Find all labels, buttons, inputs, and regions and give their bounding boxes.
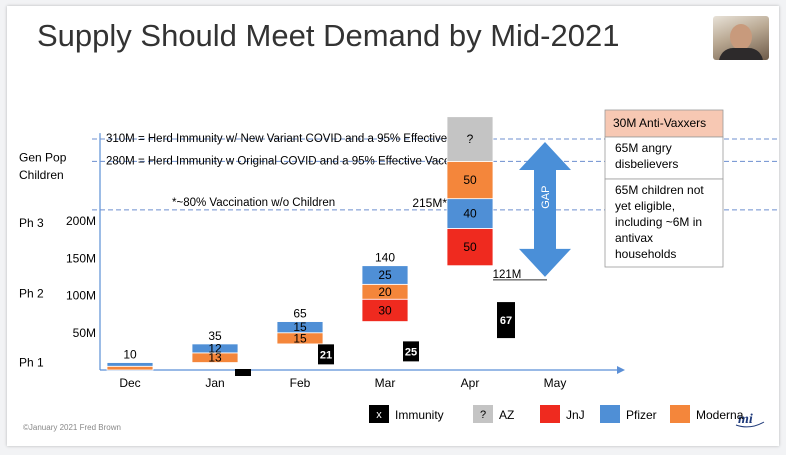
side-label-ph-2: Ph 2 — [19, 286, 44, 300]
legend-label-immunity: Immunity — [395, 408, 444, 422]
y-tick-label-100: 100M — [66, 289, 96, 303]
x-tick-label-jan: Jan — [205, 376, 224, 390]
immunity-label-mar: 25 — [405, 346, 417, 358]
gap-arrow — [519, 142, 571, 277]
reference-label-310: 310M = Herd Immunity w/ New Variant COVI… — [106, 133, 490, 145]
side-label-ph-1: Ph 1 — [19, 356, 44, 370]
reference-label-280: 280M = Herd Immunity w Original COVID an… — [106, 155, 465, 167]
side-box-2 — [604, 136, 724, 180]
bar-mar-pfizer — [361, 265, 409, 285]
immunity-box-feb — [318, 344, 334, 365]
bar-label-mar-pfizer: 25 — [378, 268, 392, 282]
legend-label-pfizer: Pfizer — [626, 408, 657, 422]
side-box-line: 65M children not — [615, 183, 704, 197]
bar-label-mar-jnj: 30 — [378, 303, 392, 317]
x-axis-arrowhead — [617, 366, 625, 374]
immunity-label-feb: 21 — [320, 349, 332, 361]
legend-label-jnj: JnJ — [566, 408, 585, 422]
side-box-1 — [604, 109, 724, 138]
bar-total-apr: 215M* — [412, 196, 447, 210]
x-tick-label-dec: Dec — [119, 376, 140, 390]
gap-label: GAP — [540, 186, 552, 209]
side-box-text-2: 65M angry disbelievers — [615, 141, 678, 171]
mi-logo: mi — [735, 412, 765, 428]
bar-total-jan: 35 — [208, 329, 222, 343]
legend-swatch-jnj — [540, 405, 560, 423]
bar-apr-moderna — [446, 160, 494, 200]
y-tick-label-200: 200M — [66, 214, 96, 228]
side-box-line: antivax — [615, 231, 653, 245]
legend-label-moderna: Moderna — [696, 408, 744, 422]
bar-label-apr-pfizer: 40 — [463, 207, 477, 221]
presenter-shoulders — [719, 48, 763, 60]
side-box-3 — [604, 178, 724, 268]
y-tick-label-150: 150M — [66, 251, 96, 265]
bar-total-feb: 65 — [293, 307, 307, 321]
bar-label-apr-az: ? — [467, 132, 474, 146]
bar-apr-pfizer — [446, 198, 494, 229]
x-tick-label-may: May — [544, 376, 567, 390]
y-tick-label-50: 50M — [73, 326, 96, 340]
webcam-thumbnail — [713, 16, 769, 60]
side-label-ph-3: Ph 3 — [19, 216, 44, 230]
marker-121-label: 121M — [493, 269, 522, 281]
bar-label-feb-moderna: 15 — [293, 331, 307, 345]
svg-text:mi: mi — [738, 412, 753, 427]
bar-dec-pfizer — [106, 362, 154, 367]
legend-swatch-pfizer — [600, 405, 620, 423]
bar-apr-jnj — [446, 228, 494, 267]
side-box-text-3: 65M children not yet eligible, including ~… — [615, 183, 704, 261]
side-label-children: Children — [19, 168, 64, 182]
bar-jan-pfizer — [191, 343, 239, 354]
side-box-line: yet eligible, — [615, 199, 675, 213]
side-box-line: households — [615, 247, 676, 261]
bar-dec-moderna — [106, 365, 154, 371]
x-tick-label-mar: Mar — [375, 376, 396, 390]
immunity-box-mar — [403, 341, 419, 362]
bar-label-apr-jnj: 50 — [463, 240, 477, 254]
immunity-box-apr — [497, 302, 515, 339]
bar-label-jan-pfizer: 12 — [208, 341, 222, 355]
side-box-line: 65M angry — [615, 141, 672, 155]
side-box-line: including ~6M in — [615, 215, 702, 229]
legend-swatch-az — [473, 405, 493, 423]
bar-apr-az — [446, 116, 494, 162]
bar-label-mar-moderna: 20 — [378, 285, 392, 299]
immunity-box-jan — [235, 369, 251, 376]
bar-total-mar: 140 — [375, 251, 395, 265]
side-box-text-1: 30M Anti-Vaxxers — [613, 116, 706, 130]
supply-demand-chart: Dec Jan Feb Mar Apr May 50M 100M 150M 200M Ph 1 Ph … — [19, 109, 777, 423]
bar-feb-pfizer — [276, 321, 324, 334]
reference-label-215: *~80% Vaccination w/o Children — [172, 197, 335, 209]
legend-swatch-moderna — [670, 405, 690, 423]
page-title: Supply Should Meet Demand by Mid-2021 — [37, 18, 620, 53]
legend-swatch-text-immunity: x — [376, 409, 382, 421]
bar-label-jan-moderna: 13 — [208, 351, 222, 365]
side-box-line: disbelievers — [615, 157, 678, 171]
bar-total-dec: 10 — [123, 348, 137, 362]
bar-label-feb-pfizer: 15 — [293, 320, 307, 334]
side-label-gen-pop: Gen Pop — [19, 151, 67, 165]
slide: Supply Should Meet Demand by Mid-2021 ©J… — [7, 6, 779, 446]
copyright-footer: ©January 2021 Fred Brown — [23, 423, 121, 432]
legend-swatch-text-az: ? — [480, 409, 486, 421]
x-tick-label-apr: Apr — [461, 376, 480, 390]
immunity-label-apr: 67 — [500, 315, 512, 327]
legend-swatch-immunity — [369, 405, 389, 423]
legend-label-az: AZ — [499, 408, 514, 422]
presenter-head — [730, 24, 752, 50]
bar-label-apr-moderna: 50 — [463, 173, 477, 187]
x-tick-label-feb: Feb — [290, 376, 311, 390]
